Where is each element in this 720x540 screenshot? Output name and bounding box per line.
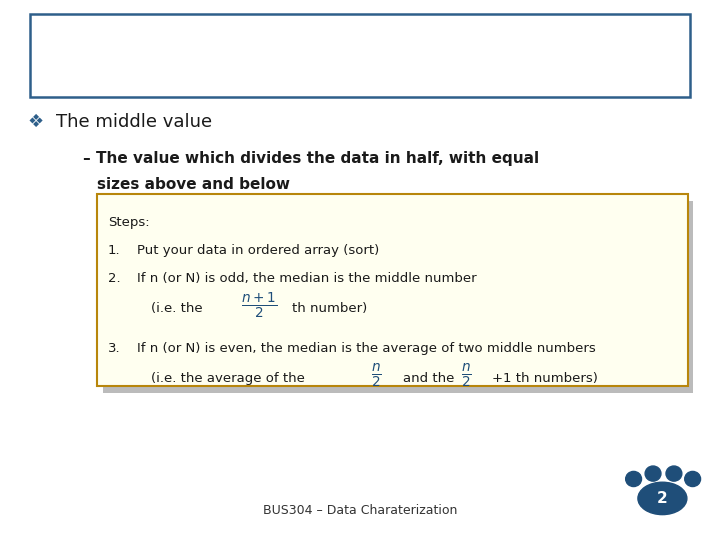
Text: Put your data in ordered array (sort): Put your data in ordered array (sort) xyxy=(137,244,379,257)
Ellipse shape xyxy=(645,466,661,481)
Text: +1 th numbers): +1 th numbers) xyxy=(492,373,598,386)
Text: 1.: 1. xyxy=(108,244,121,257)
FancyBboxPatch shape xyxy=(30,14,690,97)
FancyBboxPatch shape xyxy=(97,194,688,386)
Ellipse shape xyxy=(666,466,682,481)
Text: $\mathit{\frac{n+1}{2}}$: $\mathit{\frac{n+1}{2}}$ xyxy=(241,291,277,321)
Ellipse shape xyxy=(685,471,701,487)
FancyBboxPatch shape xyxy=(103,201,693,393)
Text: $\mathit{\frac{n}{2}}$: $\mathit{\frac{n}{2}}$ xyxy=(371,362,382,390)
Text: and the: and the xyxy=(403,373,454,386)
Text: th number): th number) xyxy=(292,302,367,315)
Text: If n (or N) is odd, the median is the middle number: If n (or N) is odd, the median is the mi… xyxy=(137,272,477,285)
Text: The middle value: The middle value xyxy=(56,113,212,131)
Text: ❖: ❖ xyxy=(27,113,43,131)
Text: $\mathit{\frac{n}{2}}$: $\mathit{\frac{n}{2}}$ xyxy=(461,362,472,390)
Text: If n (or N) is even, the median is the average of two middle numbers: If n (or N) is even, the median is the a… xyxy=(137,342,595,355)
Ellipse shape xyxy=(626,471,642,487)
Text: BUS304 – Data Charaterization: BUS304 – Data Charaterization xyxy=(263,504,457,517)
Text: 2.: 2. xyxy=(108,272,121,285)
Text: Steps:: Steps: xyxy=(108,216,150,229)
Ellipse shape xyxy=(638,482,687,515)
Text: 3.: 3. xyxy=(108,342,121,355)
Text: (i.e. the: (i.e. the xyxy=(151,302,203,315)
Text: (i.e. the average of the: (i.e. the average of the xyxy=(151,373,305,386)
Text: – The value which divides the data in half, with equal: – The value which divides the data in ha… xyxy=(83,151,539,166)
Text: sizes above and below: sizes above and below xyxy=(97,177,290,192)
Text: 2: 2 xyxy=(657,491,667,506)
